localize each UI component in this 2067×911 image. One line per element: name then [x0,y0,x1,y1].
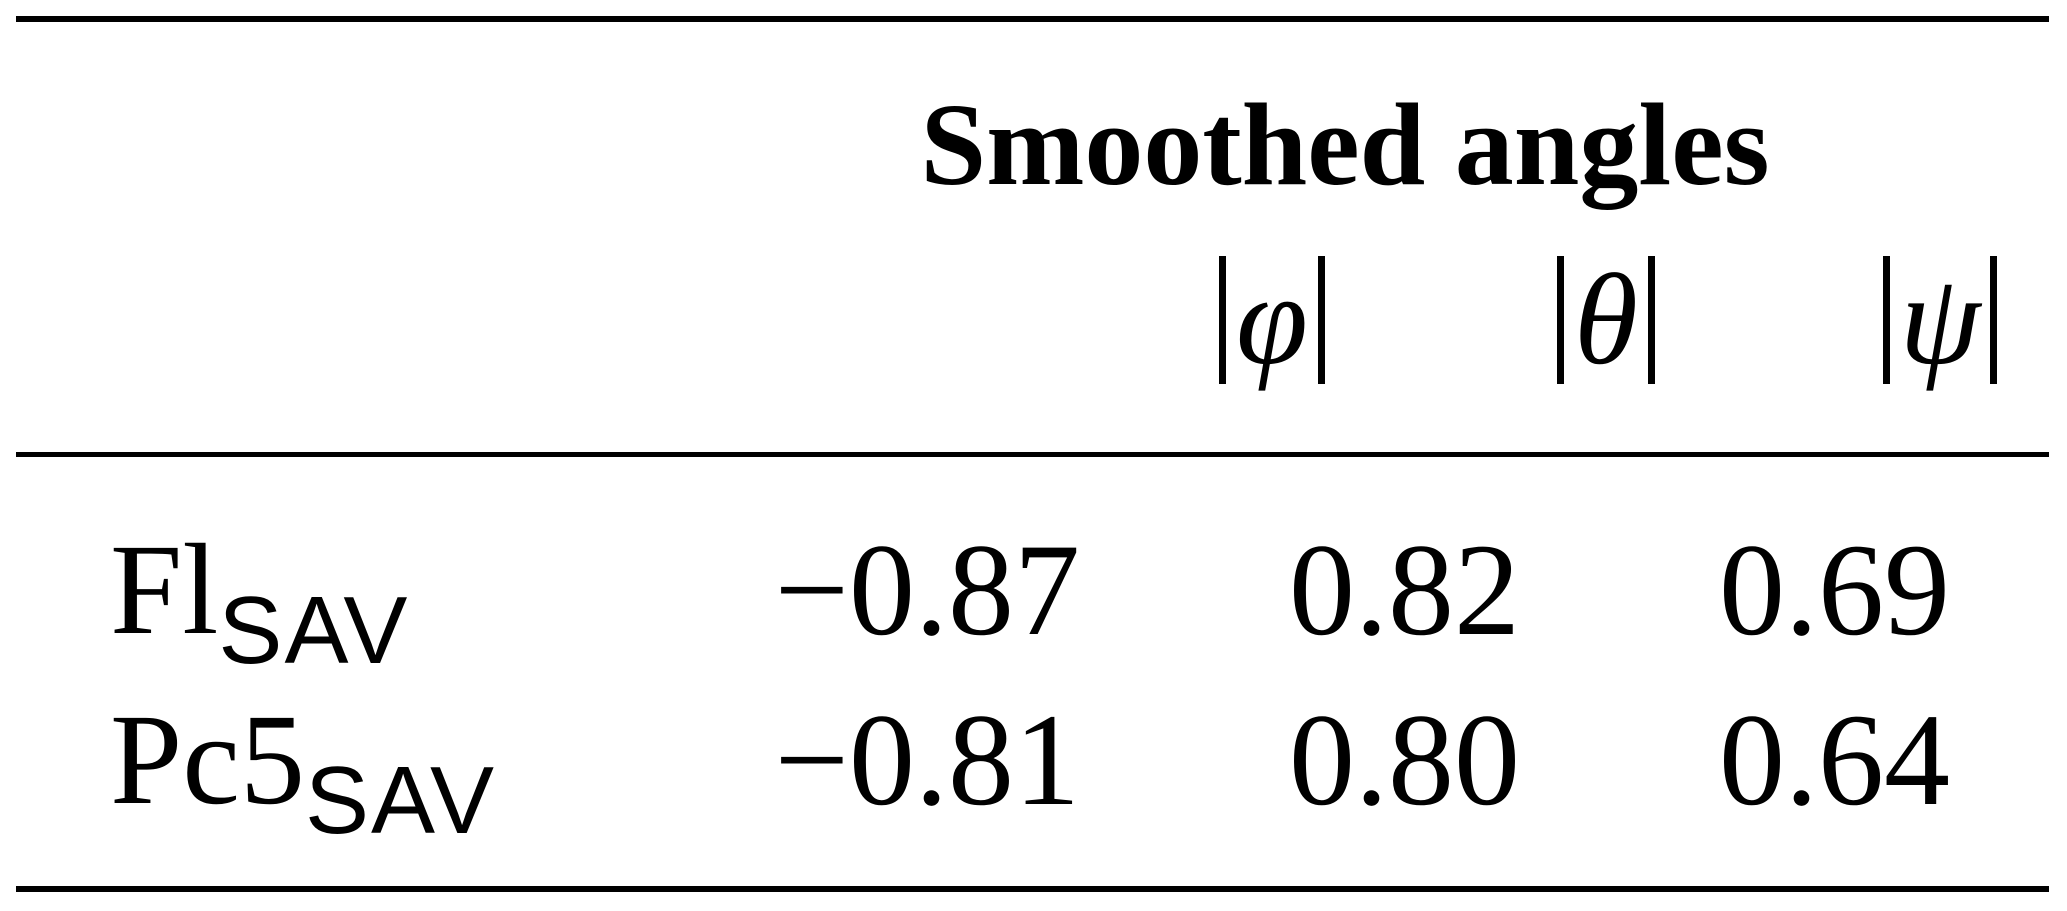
table-bottom-rule [16,886,2049,892]
table-cell: 0.69 [1719,516,1950,663]
table-cell: 0.80 [1289,686,1520,833]
abs-bar-right [1990,256,1998,384]
theta-symbol: θ [1574,248,1638,392]
table-header-rule [16,452,2049,457]
abs-bar-left [1882,256,1890,384]
abs-bar-left [1219,256,1227,384]
row-label-main: Fl [110,518,219,662]
table-cell: 0.82 [1289,516,1520,663]
row-label-fl-sav: FlSAV [110,510,410,684]
column-header-theta: θ [1496,250,1716,390]
table-cell: −0.81 [774,686,1080,833]
table-cell: −0.87 [774,516,1080,663]
row-label-subscript: SAV [305,747,496,854]
column-group-header: Smoothed angles [920,79,1770,210]
abs-bar-right [1317,256,1325,384]
phi-symbol: φ [1236,248,1308,392]
abs-bar-right [1647,256,1655,384]
row-label-subscript: SAV [218,577,410,684]
row-label-pc5-sav: Pc5SAV [110,680,496,854]
table-top-rule [16,16,2049,22]
table-cell: 0.64 [1719,686,1950,833]
psi-symbol: ψ [1899,248,1981,392]
column-header-phi: φ [1162,250,1382,390]
row-label-main: Pc5 [110,688,305,832]
column-header-psi: ψ [1830,250,2050,390]
abs-bar-left [1557,256,1565,384]
